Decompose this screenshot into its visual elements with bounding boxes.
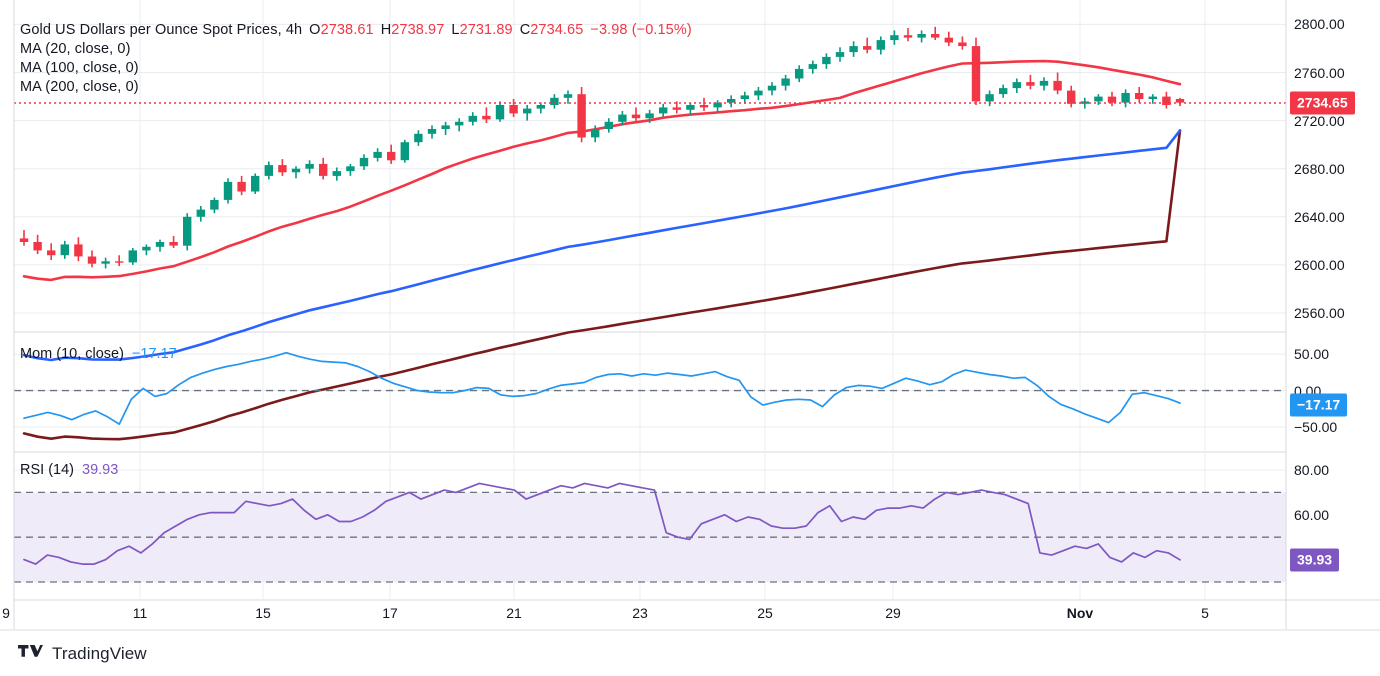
momentum-line bbox=[23, 351, 1181, 425]
ma100-line bbox=[22, 129, 1182, 362]
ma20-line bbox=[22, 59, 1182, 282]
tradingview-branding[interactable]: TradingView bbox=[18, 644, 147, 664]
rsi-line bbox=[23, 482, 1181, 565]
chart-frame bbox=[0, 0, 1380, 631]
tradingview-wordmark: TradingView bbox=[52, 644, 147, 663]
candlestick-series bbox=[19, 26, 1185, 269]
ma200-line bbox=[22, 129, 1182, 441]
panel-separators bbox=[14, 331, 1286, 453]
rsi-level-lines bbox=[14, 491, 1286, 583]
tradingview-logo-icon bbox=[18, 645, 43, 657]
